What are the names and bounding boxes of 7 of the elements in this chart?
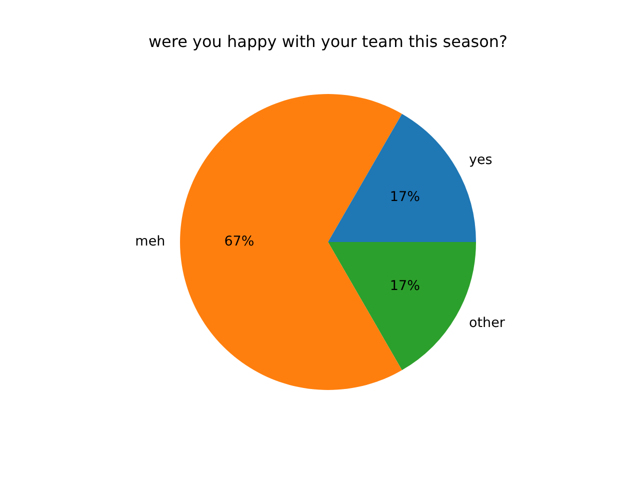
data-label: 67%: [224, 234, 254, 250]
data-label: 17%: [390, 278, 420, 294]
slice-label: other: [468, 314, 506, 331]
slice-label: yes: [468, 152, 492, 168]
data-label: 17%: [390, 189, 420, 206]
slice-label: meh: [135, 234, 166, 250]
chart-title: were you happy with your team this season?: [148, 32, 508, 52]
